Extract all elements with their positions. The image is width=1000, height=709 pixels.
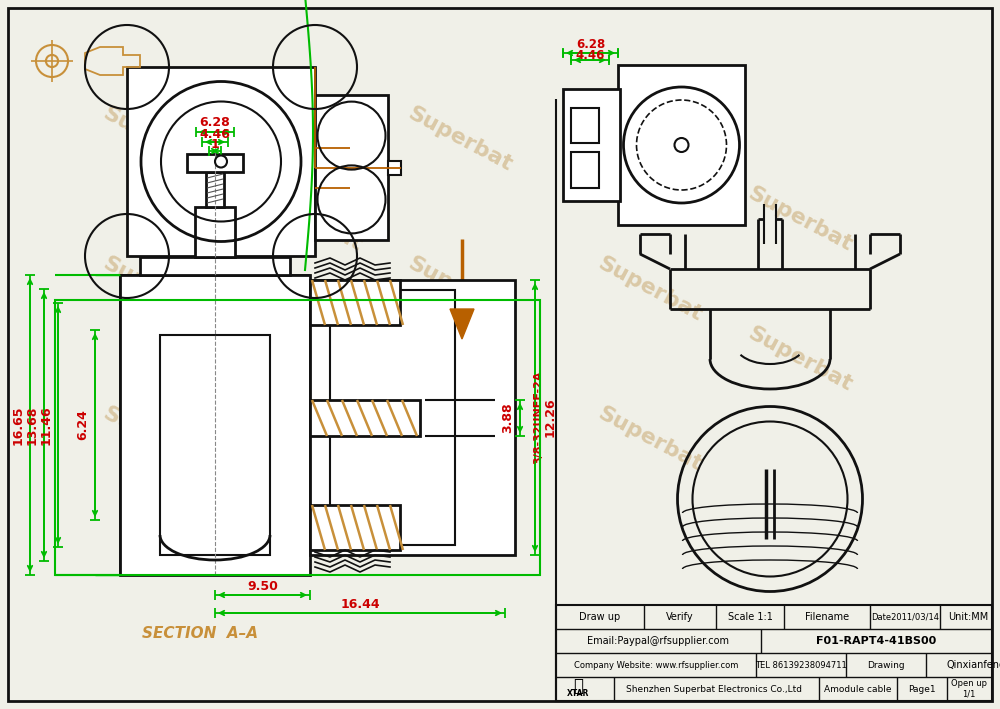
Bar — [206, 172, 224, 207]
Text: TEL 86139238094711: TEL 86139238094711 — [755, 661, 847, 669]
Bar — [187, 154, 243, 172]
Bar — [127, 67, 315, 256]
Text: Filename: Filename — [805, 612, 849, 622]
Text: Page1: Page1 — [908, 684, 936, 693]
Text: SECTION  A–A: SECTION A–A — [142, 627, 258, 642]
Text: 6.28: 6.28 — [576, 38, 605, 51]
Text: Superbat: Superbat — [404, 103, 516, 175]
Text: Scale 1:1: Scale 1:1 — [728, 612, 772, 622]
Bar — [330, 290, 455, 545]
Text: 6.28: 6.28 — [200, 116, 230, 129]
Bar — [140, 257, 290, 275]
Text: Superbat: Superbat — [594, 403, 706, 475]
Bar — [556, 605, 992, 701]
Text: Superbat: Superbat — [594, 253, 706, 325]
Text: F01-RAPT4-41BS00: F01-RAPT4-41BS00 — [816, 636, 936, 646]
Text: 4.46: 4.46 — [575, 49, 605, 62]
Bar — [310, 280, 515, 555]
Text: Email:Paypal@rfsupplier.com: Email:Paypal@rfsupplier.com — [587, 636, 729, 646]
Bar — [310, 505, 400, 550]
Text: 1: 1 — [211, 138, 219, 151]
Text: Superbat: Superbat — [404, 403, 516, 475]
Text: Superbat: Superbat — [254, 183, 366, 255]
Bar — [310, 400, 420, 436]
Text: 4.46: 4.46 — [200, 128, 230, 141]
Text: Company Website: www.rfsupplier.com: Company Website: www.rfsupplier.com — [574, 661, 738, 669]
Bar — [618, 65, 745, 225]
Bar — [571, 152, 599, 188]
Text: Superbat: Superbat — [744, 323, 856, 395]
Bar — [310, 280, 400, 325]
Bar — [55, 300, 540, 575]
Text: 3/8-32UNEF-2A: 3/8-32UNEF-2A — [533, 371, 543, 464]
Text: 12.26: 12.26 — [544, 398, 556, 437]
Text: Superbat: Superbat — [744, 183, 856, 255]
Text: 16.44: 16.44 — [340, 598, 380, 611]
Bar — [563, 89, 620, 201]
Polygon shape — [450, 309, 474, 339]
Text: Shenzhen Superbat Electronics Co.,Ltd: Shenzhen Superbat Electronics Co.,Ltd — [626, 684, 802, 693]
Text: 6.24: 6.24 — [76, 410, 90, 440]
Bar — [571, 108, 599, 143]
Text: Superbat: Superbat — [99, 253, 211, 325]
Text: Superbat: Superbat — [99, 103, 211, 175]
Text: Superbat: Superbat — [594, 103, 706, 175]
Text: 9.50: 9.50 — [247, 580, 278, 593]
Text: Qinxianfeng: Qinxianfeng — [946, 660, 1000, 670]
Text: Date2011/03/14: Date2011/03/14 — [871, 613, 939, 622]
Text: Superbat: Superbat — [99, 403, 211, 475]
Text: Amodule cable: Amodule cable — [824, 684, 892, 693]
Text: Unit:MM: Unit:MM — [948, 612, 988, 622]
Text: Ⓧ: Ⓧ — [573, 677, 583, 695]
Text: Superbat: Superbat — [404, 253, 516, 325]
Text: XTAR: XTAR — [567, 689, 589, 698]
Bar — [120, 275, 310, 575]
Bar — [160, 335, 270, 555]
Text: Drawing: Drawing — [867, 661, 905, 669]
Text: Superbat: Superbat — [254, 333, 366, 405]
Text: 13.68: 13.68 — [26, 406, 38, 445]
Text: 16.65: 16.65 — [12, 406, 24, 445]
Bar — [388, 160, 401, 174]
Text: 11.46: 11.46 — [40, 405, 52, 445]
Text: Draw up: Draw up — [579, 612, 621, 622]
Bar — [315, 95, 388, 240]
Bar — [195, 207, 235, 257]
Text: 3.88: 3.88 — [502, 403, 514, 433]
Text: Verify: Verify — [666, 612, 694, 622]
Text: Open up
1/1: Open up 1/1 — [951, 679, 987, 698]
